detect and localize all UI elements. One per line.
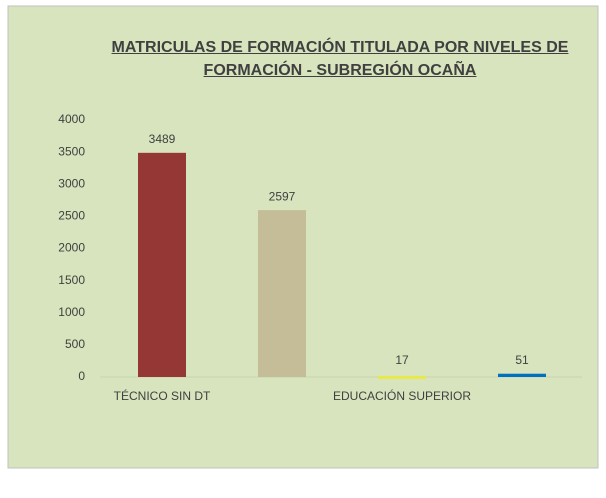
y-tick-label: 0 <box>78 369 85 383</box>
y-tick-label: 1000 <box>58 305 85 319</box>
y-tick-label: 500 <box>65 337 85 351</box>
y-tick-label: 3000 <box>58 176 85 190</box>
bar <box>378 375 426 379</box>
bar <box>498 373 546 377</box>
y-tick-label: 2500 <box>58 209 85 223</box>
data-label: 51 <box>515 353 529 367</box>
data-label: 17 <box>395 353 409 367</box>
y-tick-label: 2000 <box>58 241 85 255</box>
x-tick-label: TÉCNICO SIN DT <box>114 388 211 403</box>
data-label: 3489 <box>149 132 176 146</box>
data-label: 2597 <box>269 189 296 203</box>
y-tick-label: 4000 <box>58 112 85 126</box>
bar <box>258 210 306 377</box>
x-tick-label: EDUCACIÓN SUPERIOR <box>333 388 471 403</box>
chart-title: MATRICULAS DE FORMACIÓN TITULADA POR NIV… <box>111 39 569 79</box>
y-tick-label: 3500 <box>58 144 85 158</box>
bar <box>138 152 186 377</box>
y-tick-label: 1500 <box>58 273 85 287</box>
